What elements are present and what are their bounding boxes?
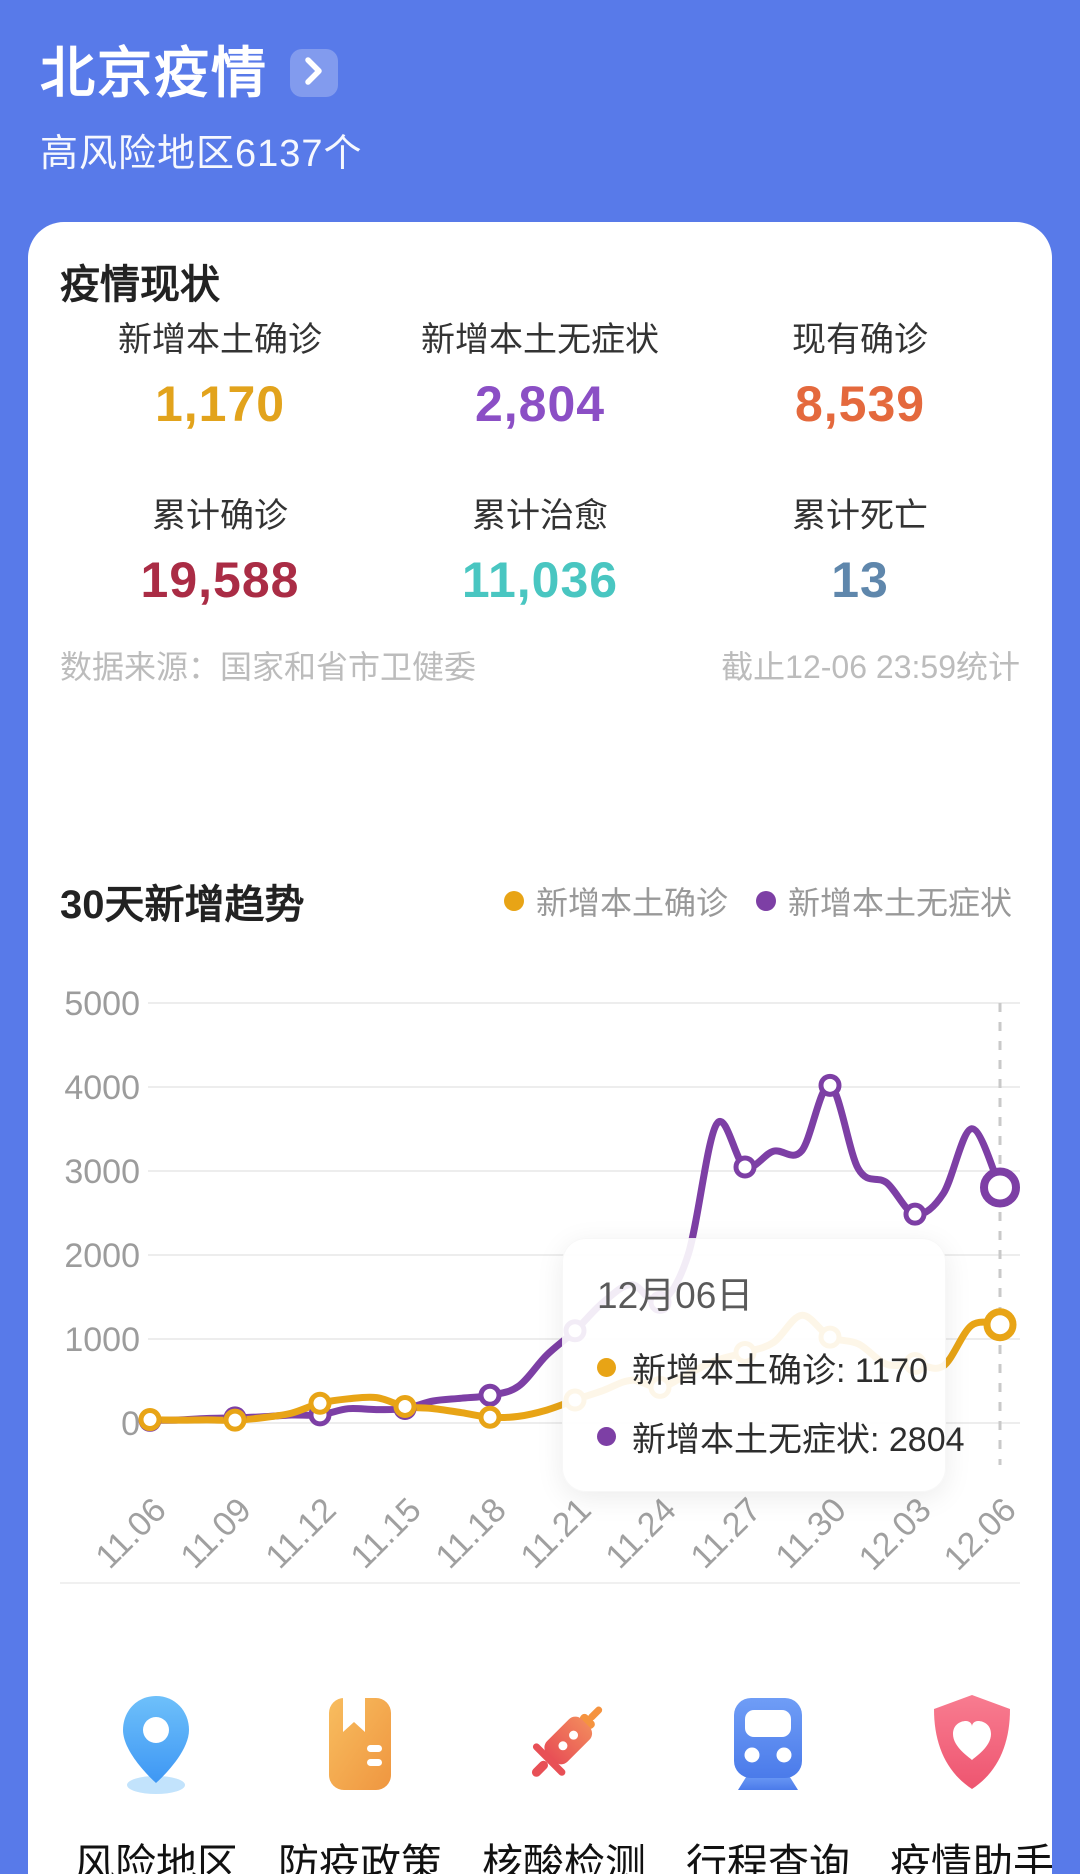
stat-new-local-asymptomatic: 新增本土无症状 2,804 — [380, 318, 700, 436]
nav-label: 疫情助手 — [890, 1841, 1052, 1874]
stat-label: 累计确诊 — [152, 497, 288, 535]
stat-value: 8,539 — [794, 376, 926, 432]
svg-text:3000: 3000 — [64, 1153, 140, 1191]
tooltip-dot-icon — [597, 1358, 616, 1377]
svg-text:2000: 2000 — [64, 1237, 140, 1275]
chart-legend: 新增本土确诊 新增本土无症状 — [503, 878, 1012, 924]
nav-label: 防疫政策 — [278, 1841, 442, 1874]
nav-item-risk-areas[interactable]: 风险地区 — [54, 1680, 258, 1874]
data-source-text: 数据来源：国家和省市卫健委 — [60, 649, 477, 685]
epidemic-card: 疫情现状 新增本土确诊 1,170 新增本土无症状 2,804 现有确诊 8,539 累计确… — [28, 222, 1052, 1874]
section-title-status: 疫情现状 — [60, 263, 220, 307]
stat-value: 13 — [831, 552, 889, 608]
svg-text:11.12: 11.12 — [258, 1491, 343, 1576]
train-icon — [720, 1680, 816, 1796]
stat-total-cured: 累计治愈 11,036 — [380, 494, 700, 612]
quick-nav-row: 风险地区 防疫政策 核酸检测 行程查询 疫情助手 — [54, 1680, 1052, 1874]
nav-item-epidemic-helper[interactable]: 疫情助手 — [870, 1680, 1052, 1874]
legend-label: 新增本土确诊 — [535, 885, 728, 921]
nav-label: 行程查询 — [686, 1841, 850, 1874]
svg-text:11.24: 11.24 — [598, 1491, 683, 1576]
svg-text:11.18: 11.18 — [428, 1491, 513, 1576]
legend-dot-icon — [503, 891, 524, 911]
stat-value: 2,804 — [474, 376, 606, 432]
svg-text:11.30: 11.30 — [768, 1491, 853, 1576]
stat-label: 累计死亡 — [792, 497, 928, 535]
nav-item-trip-query[interactable]: 行程查询 — [666, 1680, 870, 1874]
legend-item-1[interactable]: 新增本土无症状 — [755, 878, 1012, 924]
header-more-button[interactable] — [290, 49, 339, 97]
location-pin-icon — [108, 1680, 204, 1796]
nav-label: 核酸检测 — [482, 1841, 646, 1874]
stat-label: 新增本土确诊 — [118, 321, 322, 359]
svg-text:1000: 1000 — [64, 1321, 140, 1359]
data-source-row: 数据来源：国家和省市卫健委 截止12-06 23:59统计 — [60, 642, 1020, 688]
svg-text:5000: 5000 — [64, 985, 140, 1023]
trend-header: 30天新增趋势 新增本土确诊 新增本土无症状 — [60, 872, 1012, 930]
svg-text:11.21: 11.21 — [513, 1491, 598, 1576]
svg-text:11.09: 11.09 — [173, 1491, 258, 1576]
stat-label: 现有确诊 — [792, 321, 928, 359]
svg-text:11.27: 11.27 — [683, 1491, 768, 1576]
chart-tooltip: 12月06日 新增本土确诊: 1170 新增本土无症状: 2804 — [562, 1238, 965, 1492]
data-cutoff-text: 截止12-06 23:59统计 — [721, 649, 1020, 685]
svg-text:11.15: 11.15 — [343, 1491, 428, 1576]
tooltip-text: 新增本土确诊: 1170 — [632, 1352, 929, 1390]
nav-item-nucleic-test[interactable]: 核酸检测 — [462, 1680, 666, 1874]
stat-total-confirmed: 累计确诊 19,588 — [60, 494, 380, 612]
stat-value: 11,036 — [461, 552, 619, 608]
tooltip-text: 新增本土无症状: 2804 — [632, 1421, 965, 1459]
svg-text:12.06: 12.06 — [937, 1491, 1024, 1578]
stat-value: 1,170 — [154, 376, 286, 432]
chevron-right-icon — [303, 55, 325, 92]
nav-item-policy[interactable]: 防疫政策 — [258, 1680, 462, 1874]
legend-dot-icon — [755, 891, 776, 911]
stat-new-local-confirmed: 新增本土确诊 1,170 — [60, 318, 380, 436]
nav-label: 风险地区 — [74, 1841, 238, 1874]
stats-grid: 新增本土确诊 1,170 新增本土无症状 2,804 现有确诊 8,539 累计确诊 19,5… — [60, 318, 1020, 612]
svg-text:0: 0 — [121, 1405, 140, 1443]
stat-label: 新增本土无症状 — [421, 321, 659, 359]
divider — [60, 1582, 1020, 1584]
stat-label: 累计治愈 — [472, 497, 608, 535]
policy-book-icon — [312, 1680, 408, 1796]
shield-heart-icon — [924, 1680, 1020, 1796]
tooltip-item-1: 新增本土无症状: 2804 — [597, 1412, 965, 1461]
tooltip-date: 12月06日 — [597, 1275, 754, 1316]
trend-title: 30天新增趋势 — [60, 883, 305, 927]
legend-label: 新增本土无症状 — [787, 885, 1012, 921]
stat-value: 19,588 — [140, 552, 300, 608]
page-title: 北京疫情 — [40, 42, 269, 104]
svg-text:4000: 4000 — [64, 1069, 140, 1107]
page-header: 北京疫情 高风险地区6137个 — [0, 0, 1080, 177]
legend-item-0[interactable]: 新增本土确诊 — [503, 878, 728, 924]
tooltip-dot-icon — [597, 1427, 616, 1446]
tooltip-item-0: 新增本土确诊: 1170 — [597, 1343, 928, 1392]
stat-total-deaths: 累计死亡 13 — [700, 494, 1020, 612]
trend-chart[interactable]: 0 1000 2000 3000 4000 5000 11.06 11.09 11.12 11.1… — [28, 952, 1052, 1592]
high-risk-areas-count: 高风险地区6137个 — [40, 133, 363, 175]
svg-text:12.03: 12.03 — [852, 1491, 939, 1578]
stat-current-confirmed: 现有确诊 8,539 — [700, 318, 1020, 436]
syringe-icon — [512, 1680, 616, 1796]
svg-text:11.06: 11.06 — [88, 1491, 173, 1576]
